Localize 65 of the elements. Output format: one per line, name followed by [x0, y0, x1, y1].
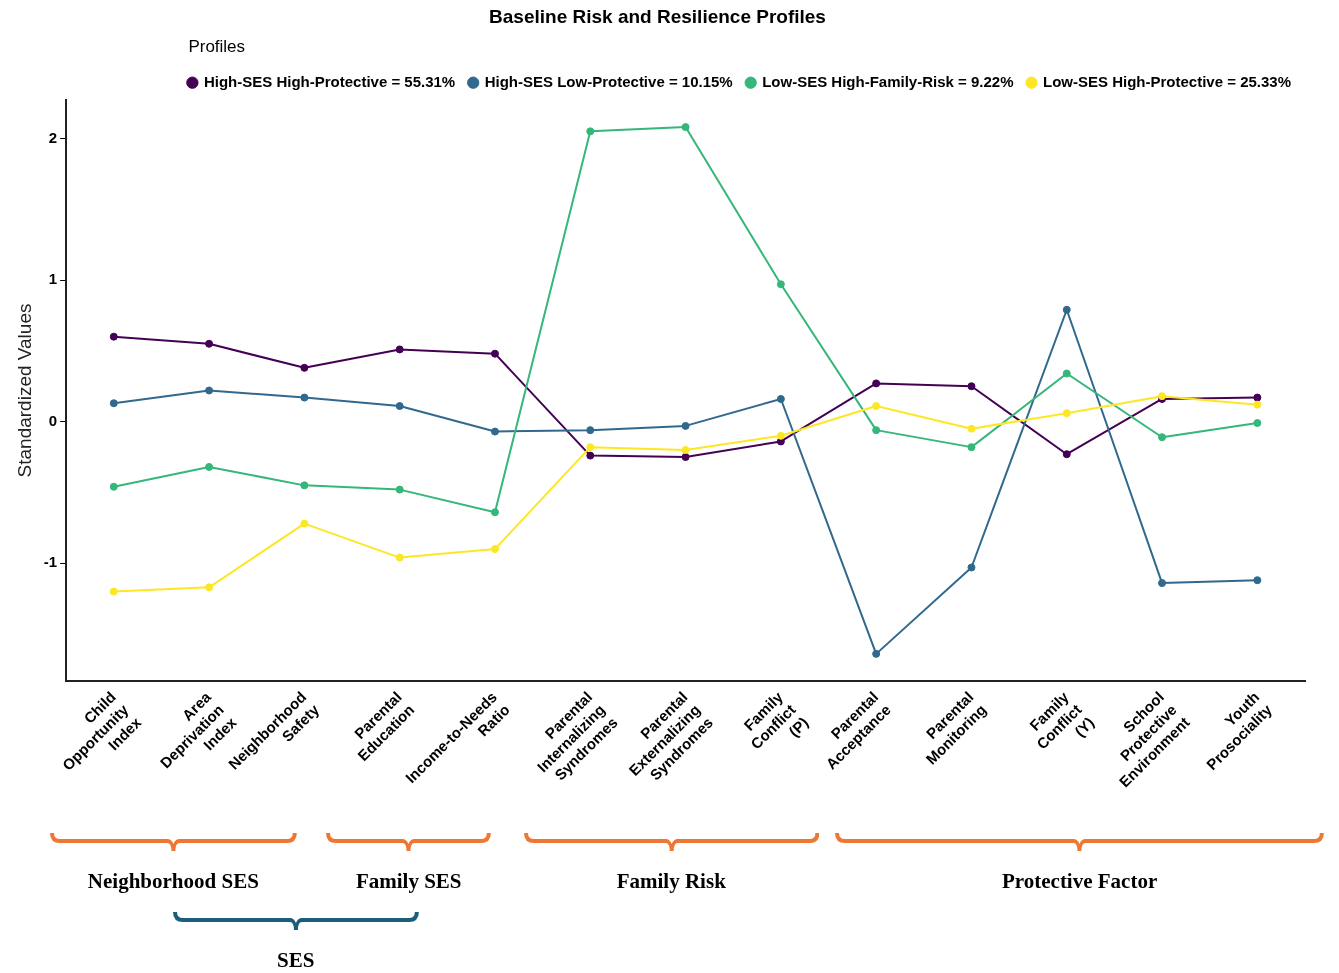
- point: [967, 424, 976, 433]
- y-tick-label: 1: [48, 270, 58, 288]
- y-tick-label: 2: [48, 128, 58, 146]
- point: [205, 339, 214, 348]
- point: [490, 349, 499, 358]
- point: [872, 426, 881, 435]
- point: [1158, 579, 1167, 588]
- point: [872, 649, 881, 658]
- point: [586, 426, 595, 435]
- point: [1253, 400, 1262, 409]
- point: [300, 481, 309, 490]
- text: SES: [277, 948, 315, 973]
- point: [1253, 393, 1262, 402]
- point: [109, 399, 118, 408]
- y-tick-label: -1: [43, 553, 58, 571]
- point: [1062, 450, 1071, 459]
- point: [1062, 369, 1071, 378]
- point: [967, 443, 976, 452]
- text: Family SES: [355, 869, 462, 894]
- y-tick-label: 0: [48, 411, 58, 429]
- point: [967, 563, 976, 572]
- point: [586, 451, 595, 460]
- point: [490, 427, 499, 436]
- legend-label: Low-SES High-Family-Risk = 9.22%: [762, 72, 1014, 90]
- point: [490, 508, 499, 517]
- point: [1158, 433, 1167, 442]
- point: [681, 123, 690, 132]
- point: [395, 345, 404, 354]
- point: [205, 386, 214, 395]
- point: [300, 363, 309, 372]
- text: Neighborhood SES: [87, 869, 259, 894]
- point: [395, 485, 404, 494]
- legend-label: Low-SES High-Protective = 25.33%: [1043, 72, 1292, 90]
- point: [1253, 419, 1262, 428]
- y-axis-title: Standardized Values: [13, 303, 35, 478]
- point: [300, 519, 309, 528]
- point: [681, 453, 690, 462]
- point: [205, 583, 214, 592]
- point: [586, 443, 595, 452]
- point: [967, 382, 976, 391]
- point: [300, 393, 309, 402]
- point: [776, 280, 785, 289]
- point: [1062, 305, 1071, 314]
- point: [872, 402, 881, 411]
- point: [395, 402, 404, 411]
- chart-title: Baseline Risk and Resilience Profiles: [489, 5, 826, 27]
- point: [681, 445, 690, 454]
- legend-label: High-SES Low-Protective = 10.15%: [484, 72, 733, 90]
- legend-title: Profiles: [188, 36, 246, 56]
- point: [1062, 409, 1071, 418]
- point: [109, 482, 118, 491]
- text: Family Risk: [616, 869, 726, 894]
- point: [681, 421, 690, 430]
- point: [586, 127, 595, 136]
- point: [872, 379, 881, 388]
- legend-label: High-SES High-Protective = 55.31%: [203, 72, 456, 90]
- point: [395, 553, 404, 562]
- text: Protective Factor: [1001, 869, 1158, 894]
- point: [776, 431, 785, 440]
- point: [109, 587, 118, 596]
- point: [109, 332, 118, 341]
- point: [205, 462, 214, 471]
- point: [490, 545, 499, 554]
- point: [776, 394, 785, 403]
- point: [1253, 576, 1262, 585]
